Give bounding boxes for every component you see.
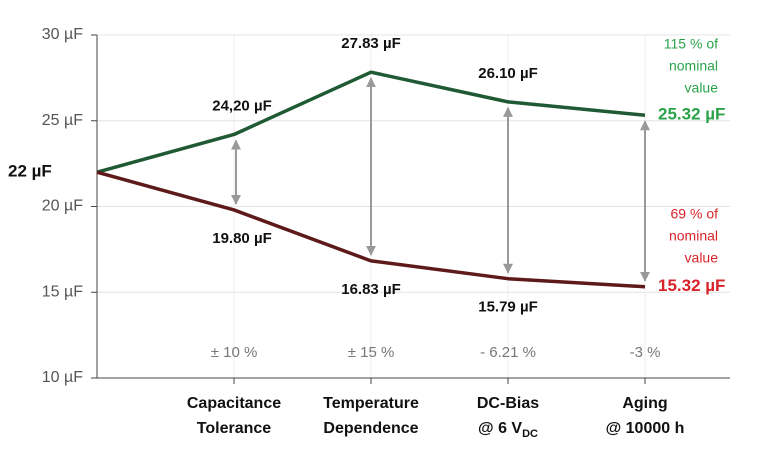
value-label: 26.10 µF xyxy=(478,65,538,82)
start-label: 22 µF xyxy=(8,162,52,181)
x-tick-label: @ 10000 h xyxy=(606,420,685,437)
x-tick-label-sub: DC xyxy=(522,428,538,440)
y-tick-label: 20 µF xyxy=(42,198,83,215)
x-tick-label: @ 6 VDC xyxy=(478,420,538,440)
y-tick-label: 25 µF xyxy=(42,112,83,129)
deviation-label: -3 % xyxy=(630,344,661,361)
annotation: nominal xyxy=(669,58,718,74)
series-line xyxy=(96,70,646,174)
deviation-label: ± 10 % xyxy=(211,344,258,361)
x-tick-label: Capacitance xyxy=(187,395,281,412)
value-label: 15.79 µF xyxy=(478,299,538,316)
value-label: 24,20 µF xyxy=(212,97,272,114)
y-tick-label: 10 µF xyxy=(42,369,83,386)
x-tick-label: Aging xyxy=(622,395,667,412)
value-label: 19.80 µF xyxy=(212,230,272,247)
x-tick-label: Tolerance xyxy=(197,420,272,437)
end-label: 25.32 µF xyxy=(658,105,725,124)
y-tick-label: 15 µF xyxy=(42,283,83,300)
annotation: value xyxy=(685,80,719,96)
x-tick-label-part: @ 6 V xyxy=(478,420,522,437)
annotation: 69 % of xyxy=(671,206,719,222)
value-label: 16.83 µF xyxy=(341,281,401,298)
deviation-label: - 6.21 % xyxy=(480,344,536,361)
deviation-label: ± 15 % xyxy=(348,344,395,361)
y-tick-label: 30 µF xyxy=(42,26,83,43)
end-label: 15.32 µF xyxy=(658,276,725,295)
x-tick-label: Dependence xyxy=(323,420,418,437)
x-tick-label: Temperature xyxy=(323,395,419,412)
annotation: 115 % of xyxy=(664,36,718,52)
series-line xyxy=(96,170,646,289)
annotation: nominal xyxy=(669,228,718,244)
x-tick-label: DC-Bias xyxy=(477,395,539,412)
annotation: value xyxy=(685,250,719,266)
value-label: 27.83 µF xyxy=(341,35,401,52)
